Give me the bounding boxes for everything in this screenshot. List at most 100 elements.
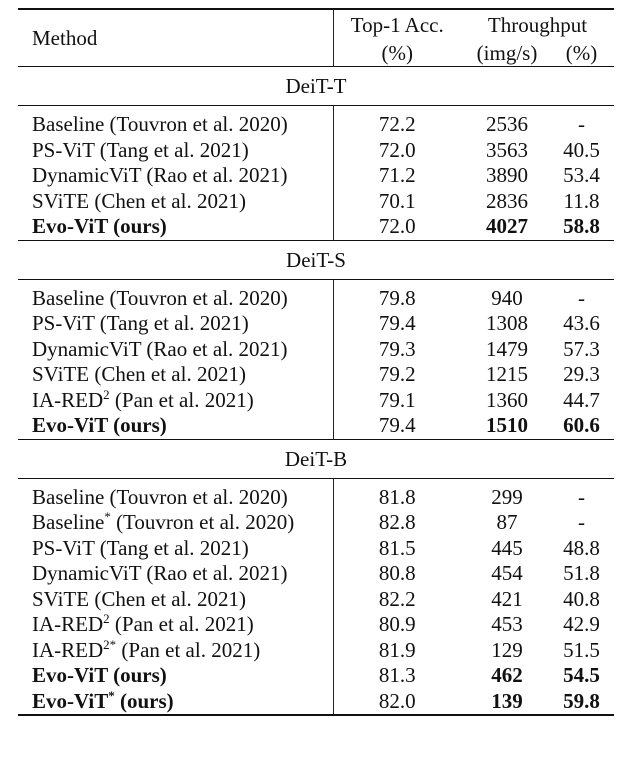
method-citation: (Touvron et al. 2020): [110, 510, 295, 534]
header-units-row: (%) (img/s) (%): [18, 40, 614, 67]
accuracy-value: 80.9: [332, 612, 461, 638]
throughput-value: 462: [491, 663, 523, 687]
section-title: DeiT-B: [18, 438, 614, 478]
table-row: Evo-ViT (ours) 79.4 1510 60.6: [18, 413, 614, 439]
method-name: Baseline (Touvron et al. 2020): [32, 112, 288, 136]
throughput-percent-value: 11.8: [563, 188, 600, 213]
throughput-percent-value: -: [578, 484, 585, 509]
throughput-percent-value: 58.8: [563, 214, 600, 238]
accuracy-value: 72.0: [332, 137, 461, 163]
accuracy-value: 79.1: [332, 387, 461, 413]
method-name: Baseline (Touvron et al. 2020): [32, 285, 288, 310]
method-name: DynamicViT (Rao et al. 2021): [32, 163, 288, 187]
table-row: IA-RED2 (Pan et al. 2021) 80.9 453 42.9: [18, 612, 614, 638]
table-row: Evo-ViT (ours) 81.3 462 54.5: [18, 663, 614, 689]
throughput-percent-value: 54.5: [563, 663, 600, 687]
method-name: PS-ViT (Tang et al. 2021): [32, 137, 249, 162]
method-name: IA-RED: [32, 612, 104, 636]
method-citation: (Pan et al. 2021): [109, 612, 254, 636]
accuracy-value: 81.8: [332, 484, 461, 510]
accuracy-value: 79.3: [332, 336, 461, 362]
throughput-percent-value: 57.3: [563, 336, 600, 361]
accuracy-value: 79.2: [332, 362, 461, 388]
throughput-percent-value: -: [578, 285, 585, 310]
table-row: PS-ViT (Tang et al. 2021) 81.5 445 48.8: [18, 535, 614, 562]
throughput-value: 129: [491, 637, 523, 662]
method-name: Baseline (Touvron et al. 2020): [32, 484, 288, 509]
method-cell: DynamicViT (Rao et al. 2021): [18, 561, 333, 587]
accuracy-value: 72.2: [332, 112, 461, 138]
accuracy-value: 70.1: [332, 188, 461, 214]
accuracy-value: 79.8: [332, 285, 461, 311]
method-name: Evo-ViT: [32, 688, 109, 713]
throughput-value: 4027: [486, 214, 528, 238]
table-row: Evo-ViT* (ours) 82.0 139 59.8: [18, 687, 614, 716]
throughput-percent-value: 29.3: [563, 362, 600, 386]
throughput-percent-value: 51.5: [563, 637, 600, 662]
method-cell: PS-ViT (Tang et al. 2021): [18, 536, 333, 562]
throughput-percent-value: 60.6: [563, 413, 600, 437]
method-cell: IA-RED2* (Pan et al. 2021): [18, 638, 333, 664]
method-superscript: 2*: [103, 636, 117, 652]
method-name: IA-RED: [32, 387, 104, 412]
throughput-value: 1510: [486, 413, 528, 437]
method-name: Evo-ViT (ours): [32, 413, 167, 437]
method-name: SViTE (Chen et al. 2021): [32, 586, 246, 611]
method-superscript: *: [104, 509, 111, 524]
accuracy-unit: (%): [332, 40, 461, 67]
throughput-value: 3890: [486, 163, 528, 187]
table-row: SViTE (Chen et al. 2021) 70.1 2836 11.8: [18, 188, 614, 214]
throughput-value: 421: [491, 586, 523, 611]
section-header-row: DeiT-T: [18, 66, 614, 106]
method-citation: (ours): [114, 688, 174, 713]
table-row: Baseline (Touvron et al. 2020) 81.8 299 -: [18, 484, 614, 511]
table-row: DynamicViT (Rao et al. 2021) 71.2 3890 53.4: [18, 163, 614, 189]
method-cell: Baseline* (Touvron et al. 2020): [18, 510, 333, 536]
table-row: DynamicViT (Rao et al. 2021) 80.8 454 51.8: [18, 561, 614, 587]
throughput-value: 1360: [486, 387, 528, 412]
accuracy-value: 82.2: [332, 586, 461, 612]
method-cell: IA-RED2 (Pan et al. 2021): [18, 612, 333, 638]
throughput-percent-value: -: [578, 510, 585, 534]
table-row: Evo-ViT (ours) 72.0 4027 58.8: [18, 214, 614, 240]
method-cell: Baseline (Touvron et al. 2020): [18, 485, 333, 511]
accuracy-value: 79.4: [332, 413, 461, 439]
results-table-container: Method Top-1 Acc. Throughput (%) (img/s)…: [18, 8, 614, 716]
table-row: SViTE (Chen et al. 2021) 79.2 1215 29.3: [18, 362, 614, 388]
method-superscript: *: [108, 687, 115, 703]
method-superscript: 2: [103, 611, 110, 626]
throughput-unit: (img/s): [476, 41, 538, 65]
method-citation: (Pan et al. 2021): [109, 387, 254, 412]
method-cell: PS-ViT (Tang et al. 2021): [18, 311, 333, 337]
accuracy-value: 79.4: [332, 311, 461, 337]
throughput-value: 453: [491, 612, 523, 636]
method-citation: (Pan et al. 2021): [116, 637, 261, 662]
results-table: Method Top-1 Acc. Throughput (%) (img/s)…: [18, 8, 614, 716]
throughput-value: 3563: [486, 137, 528, 162]
table-row: Baseline* (Touvron et al. 2020) 82.8 87-: [18, 510, 614, 536]
throughput-header: Throughput: [487, 13, 588, 37]
accuracy-value: 80.8: [332, 561, 461, 587]
throughput-value: 299: [491, 484, 523, 509]
table-row: IA-RED2 (Pan et al. 2021) 79.1 1360 44.7: [18, 387, 614, 413]
method-cell: Baseline (Touvron et al. 2020): [18, 112, 333, 138]
header-row: Method Top-1 Acc. Throughput: [18, 10, 614, 50]
throughput-value: 1479: [486, 336, 528, 361]
throughput-value: 1308: [486, 311, 528, 335]
method-name: Evo-ViT (ours): [32, 214, 167, 238]
method-header: Method: [32, 26, 98, 50]
table-row: IA-RED2* (Pan et al. 2021) 81.9 129 51.5: [18, 637, 614, 664]
throughput-percent-value: 59.8: [553, 688, 614, 716]
throughput-percent-value: 42.9: [563, 612, 600, 636]
throughput-value: 454: [491, 561, 523, 585]
throughput-value: 1215: [486, 362, 528, 386]
accuracy-value: 82.8: [332, 510, 461, 536]
throughput-value: 2836: [486, 188, 528, 213]
method-name: SViTE (Chen et al. 2021): [32, 188, 246, 213]
method-name: SViTE (Chen et al. 2021): [32, 362, 246, 386]
throughput-value: 445: [491, 535, 523, 560]
method-cell: Evo-ViT (ours): [18, 413, 333, 439]
throughput-percent-value: -: [578, 112, 585, 136]
method-cell: DynamicViT (Rao et al. 2021): [18, 337, 333, 363]
table-row: DynamicViT (Rao et al. 2021) 79.3 1479 57.3: [18, 336, 614, 363]
